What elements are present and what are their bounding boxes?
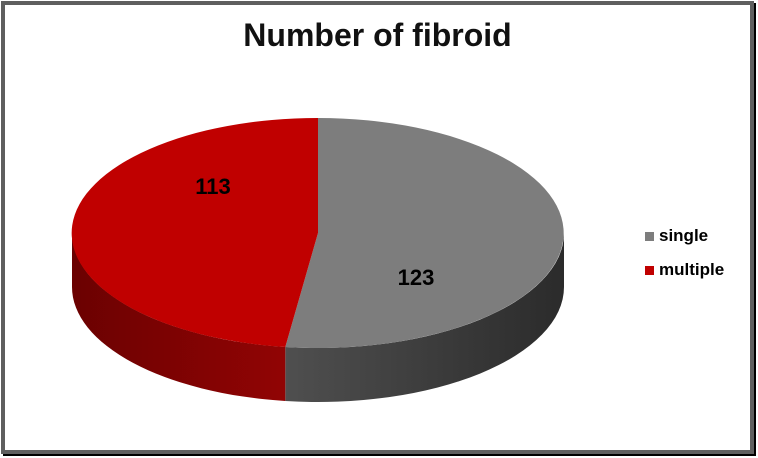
legend-swatch-multiple-icon — [645, 265, 654, 275]
data-label-multiple: 113 — [195, 174, 231, 199]
data-label-single: 123 — [397, 265, 435, 290]
legend-label-multiple: multiple — [659, 259, 725, 279]
pie-slice-side-single — [285, 233, 564, 403]
pie-slice-single — [285, 118, 564, 348]
legend-swatch-single-icon — [645, 231, 654, 241]
pie-slice-side-multiple — [72, 233, 286, 401]
chart-title: Number of fibroid — [243, 17, 512, 53]
legend-item-single: single — [645, 226, 724, 246]
pie-chart — [71, 117, 564, 403]
legend-label-single: single — [659, 226, 709, 245]
pie-slice-multiple — [71, 117, 318, 347]
legend-item-multiple: multiple — [645, 259, 725, 280]
legend: single multiple — [645, 226, 725, 280]
